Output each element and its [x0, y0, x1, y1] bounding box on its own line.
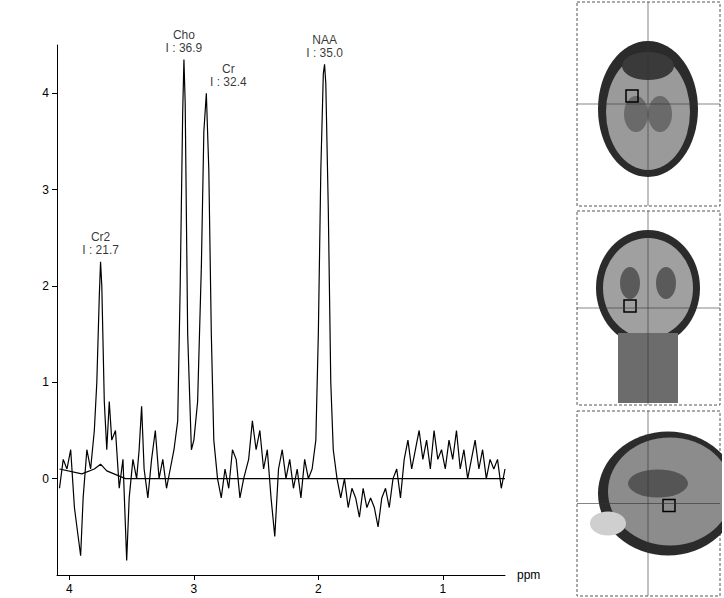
- svg-text:I : 32.4: I : 32.4: [210, 75, 247, 89]
- svg-text:1: 1: [42, 375, 49, 389]
- svg-text:I : 35.0: I : 35.0: [306, 46, 343, 60]
- svg-text:I : 21.7: I : 21.7: [82, 243, 119, 257]
- svg-text:Cho: Cho: [173, 28, 195, 42]
- svg-text:NAA: NAA: [312, 33, 337, 47]
- svg-text:3: 3: [42, 183, 49, 197]
- svg-text:ppm: ppm: [517, 568, 540, 582]
- svg-text:3: 3: [191, 582, 198, 596]
- svg-text:Cr2: Cr2: [91, 230, 111, 244]
- svg-text:4: 4: [42, 86, 49, 100]
- svg-text:Cr: Cr: [222, 62, 235, 76]
- svg-text:2: 2: [315, 582, 322, 596]
- svg-text:2: 2: [42, 279, 49, 293]
- svg-text:1: 1: [439, 582, 446, 596]
- svg-text:4: 4: [66, 582, 73, 596]
- svg-text:I : 36.9: I : 36.9: [166, 41, 203, 55]
- svg-text:0: 0: [42, 472, 49, 486]
